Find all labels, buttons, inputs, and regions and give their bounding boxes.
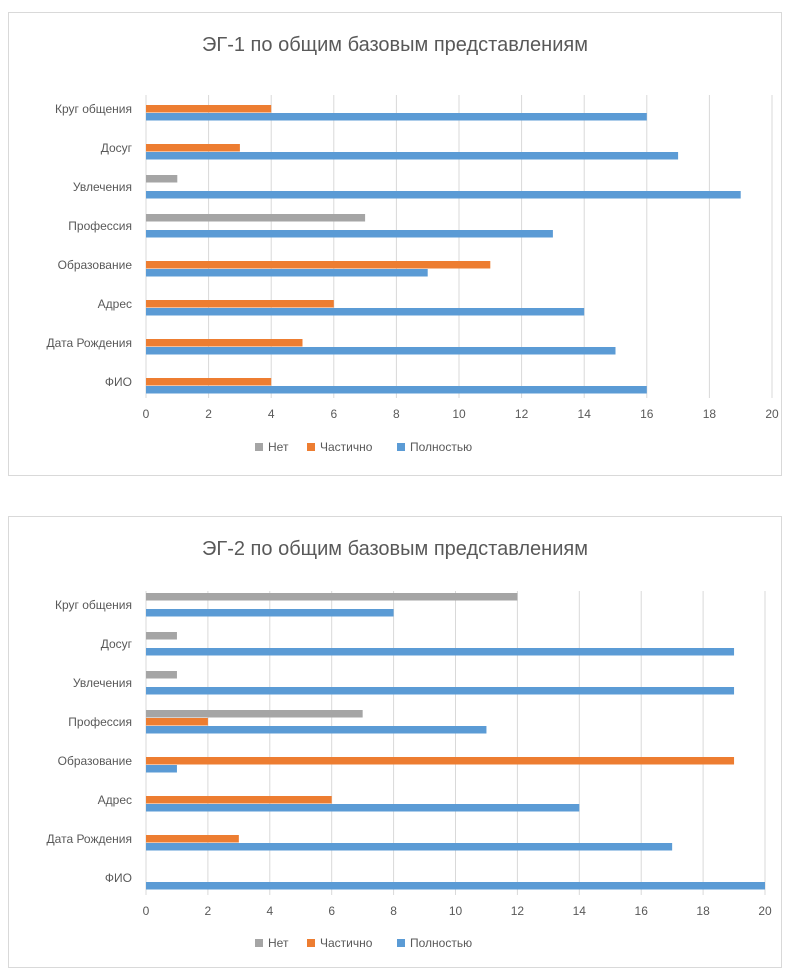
legend-label: Полностью [410,440,472,454]
chart-title: ЭГ-1 по общим базовым представлениям [202,34,588,56]
bar-Полностью [146,882,765,890]
bar-Полностью [146,152,679,160]
bar-Нет [146,671,177,679]
bar-Частично [146,339,303,347]
bar-Полностью [146,843,673,851]
category-label: Досуг [101,637,133,651]
bar-chart-eg2: 0 2 4 6 8 10 12 14 16 18 20 Круг общения Досуг Увлече… [47,591,772,950]
x-tick-label: 18 [696,904,710,918]
category-label: Образование [58,258,133,272]
bar-Полностью [146,648,735,656]
category-label: Досуг [101,141,133,155]
bar-Частично [146,835,239,843]
bar-Нет [146,214,366,222]
x-tick-label: 18 [703,407,717,421]
bar-Полностью [146,726,487,734]
bar-Полностью [146,347,616,355]
bar-Частично [146,261,491,269]
legend-swatch [307,939,315,947]
category-label: Круг общения [55,598,132,612]
legend-swatch [307,443,315,451]
category-label: Профессия [68,715,132,729]
legend-swatch [397,939,405,947]
bar-Полностью [146,687,735,695]
category-label: Увлечения [73,676,132,690]
bar-Полностью [146,386,647,394]
bar-Полностью [146,308,585,316]
x-tick-label: 12 [511,904,525,918]
x-tick-label: 12 [515,407,529,421]
x-tick-label: 0 [143,407,150,421]
bar-Нет [146,632,177,640]
bar-Частично [146,718,208,726]
bar-Частично [146,105,272,113]
x-tick-label: 8 [390,904,397,918]
x-tick-label: 6 [330,407,337,421]
category-label: ФИО [105,871,132,885]
legend-label: Нет [268,440,289,454]
x-tick-label: 16 [635,904,649,918]
x-tick-label: 2 [205,904,212,918]
category-label: Профессия [68,219,132,233]
bar-chart-eg1: 0 2 4 6 8 10 12 14 16 18 20 Круг общения Досуг Увлече… [47,95,779,454]
x-tick-label: 20 [765,407,779,421]
x-tick-label: 14 [573,904,587,918]
x-tick-label: 2 [205,407,212,421]
x-tick-label: 6 [328,904,335,918]
x-tick-label: 10 [452,407,466,421]
legend-label: Частично [320,936,373,950]
legend-swatch [255,443,263,451]
category-label: Круг общения [55,102,132,116]
bar-Полностью [146,609,394,617]
bar-Полностью [146,765,177,773]
x-tick-label: 0 [143,904,150,918]
x-tick-label: 10 [449,904,463,918]
legend-label: Нет [268,936,289,950]
x-tick-label: 20 [758,904,772,918]
legend-swatch [397,443,405,451]
bar-Нет [146,175,178,183]
category-label: ФИО [105,375,132,389]
category-label: Дата Рождения [47,336,132,350]
chart-panel-eg1: ЭГ-1 по общим базовым представлениям 0 2 4… [8,12,782,476]
x-tick-label: 14 [578,407,592,421]
category-label: Адрес [98,793,132,807]
bar-Нет [146,593,518,601]
legend-label: Полностью [410,936,472,950]
x-tick-label: 8 [393,407,400,421]
bar-Полностью [146,113,647,121]
x-tick-label: 4 [268,407,275,421]
category-label: Увлечения [73,180,132,194]
chart-title: ЭГ-2 по общим базовым представлениям [202,538,588,560]
legend-swatch [255,939,263,947]
category-label: Дата Рождения [47,832,132,846]
legend-label: Частично [320,440,373,454]
bar-Частично [146,378,272,386]
category-label: Адрес [98,297,132,311]
bar-Полностью [146,191,741,199]
chart-panel-eg2: ЭГ-2 по общим базовым представлениям 0 2 4… [8,516,782,968]
bar-Полностью [146,230,553,238]
bar-Частично [146,757,735,765]
bar-Частично [146,144,240,152]
category-label: Образование [58,754,133,768]
bar-Полностью [146,269,428,277]
bar-Частично [146,300,334,308]
x-tick-label: 16 [640,407,654,421]
bar-Полностью [146,804,580,812]
x-tick-label: 4 [266,904,273,918]
bar-Частично [146,796,332,804]
bar-Нет [146,710,363,718]
